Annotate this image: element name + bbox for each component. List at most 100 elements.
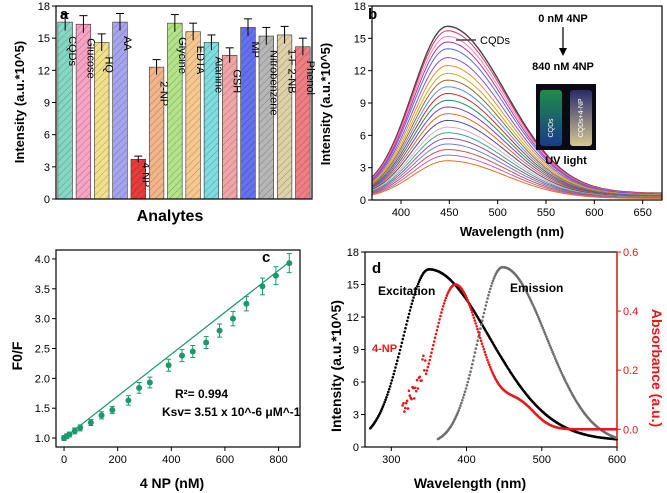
panel-b-xtick-label-4: 600	[585, 207, 603, 219]
panel-b-inset-caption: UV light	[545, 155, 587, 167]
emission-point	[461, 399, 464, 402]
excitation-point	[400, 341, 404, 345]
emission-point	[556, 363, 560, 367]
bar-label-5: 2-NP	[158, 81, 170, 106]
panel-d-ytick-right-label-0: 0.0	[623, 424, 638, 436]
emission-point	[456, 411, 460, 414]
absorbance-point	[403, 410, 406, 413]
absorbance-point	[443, 299, 447, 302]
absorbance-point	[423, 369, 426, 372]
emission-point	[559, 369, 562, 373]
emission-point	[483, 307, 487, 311]
emission-point	[462, 393, 466, 397]
emission-point	[536, 315, 540, 319]
emission-point	[534, 309, 537, 312]
emission-point	[487, 293, 490, 297]
excitation-point	[401, 337, 405, 341]
absorbance-point	[484, 353, 488, 357]
absorbance-point	[435, 328, 439, 332]
bar-hatch-10	[240, 27, 256, 200]
emission-point	[488, 290, 491, 294]
emission-point	[541, 326, 544, 330]
bar-hatch-13	[295, 46, 311, 199]
bar-label-1: Glucose	[84, 38, 96, 78]
panel-a-ytick-label-4: 12	[38, 65, 50, 77]
panel-d-xtick-label-1: 400	[457, 454, 475, 466]
panel-b-xtick-label-3: 550	[537, 207, 555, 219]
panel-d-xtick-label-3: 600	[608, 454, 626, 466]
excitation-point	[382, 403, 386, 406]
bar-hatch-9	[222, 55, 238, 200]
bar-label-11: Nitrobenzene	[267, 50, 279, 115]
bar-hatch-5	[149, 67, 164, 199]
emission-point	[469, 370, 472, 373]
panel-d-ytick-left-label-6: 18	[347, 247, 359, 259]
absorbance-point	[445, 294, 449, 297]
emission-curve-9	[371, 86, 662, 196]
absorbance-point	[404, 406, 407, 410]
excitation-point	[391, 376, 395, 379]
emission-point	[549, 346, 553, 350]
emission-point	[468, 373, 471, 377]
panel-b-ytick-label-3: 9	[360, 98, 366, 110]
panel-c-xlabel: 4 NP (nM)	[140, 475, 204, 491]
absorbance-point	[432, 343, 435, 347]
data-point-14	[203, 339, 210, 346]
absorbance-point	[431, 347, 434, 351]
emission-point	[466, 380, 470, 384]
panel-c-ytick-label-3: 2.5	[35, 344, 50, 356]
panel-b-arrow-head	[559, 48, 567, 56]
absorbance-point	[478, 333, 481, 337]
excitation-point	[378, 411, 382, 415]
absorbance-point	[476, 327, 479, 331]
emission-point	[539, 322, 543, 325]
absorbance-point	[471, 313, 475, 317]
vial-left-label: CQDs	[548, 118, 555, 138]
panel-d-axes: 0 3 6 9 12 15 18 0.0 0.2 0.4 0.6 300 400 500 600	[347, 247, 639, 466]
absorbance-point	[420, 379, 423, 382]
data-point-19	[272, 272, 279, 279]
bar-label-4: 4-NP	[139, 162, 151, 187]
emission-point	[484, 304, 488, 307]
absorbance-point	[414, 389, 418, 393]
panel-d-ylabel-left: Intensity (a.u.*10^5)	[328, 300, 344, 432]
emission-point	[554, 359, 558, 362]
excitation-point	[393, 369, 396, 373]
panel-d-xtick-label-0: 300	[382, 454, 400, 466]
emission-point	[479, 327, 482, 330]
excitation-point	[402, 334, 406, 337]
absorbance-point	[479, 339, 483, 343]
excitation-point	[403, 330, 406, 334]
panel-d-letter: d	[372, 260, 381, 277]
data-point-12	[179, 352, 186, 359]
panel-d-ytick-left-label-1: 3	[353, 410, 359, 422]
absorbance-point	[402, 401, 405, 405]
emission-point	[543, 330, 546, 334]
emission-point	[545, 335, 548, 338]
panel-c-ytick-label-1: 1.5	[35, 403, 50, 415]
emission-point	[547, 342, 551, 345]
emission-point	[470, 366, 473, 370]
emission-point	[486, 297, 489, 300]
emission-point	[551, 350, 554, 354]
panel-d-ytick-right-label-1: 0.2	[623, 365, 638, 377]
excitation-point	[404, 326, 407, 330]
absorbance-point	[482, 348, 486, 351]
emission-point	[560, 371, 563, 375]
absorbance-point	[441, 308, 444, 311]
data-point-18	[259, 283, 266, 290]
panel-a-ylabel: Intensity (a.u.*10^5)	[12, 41, 27, 163]
absorbance-point	[444, 296, 448, 300]
excitation-point	[415, 287, 418, 291]
excitation-point	[389, 382, 393, 385]
data-point-9	[136, 384, 143, 391]
excitation-point	[395, 362, 398, 366]
absorbance-point	[465, 296, 469, 300]
absorbance-point	[485, 356, 488, 359]
vial-right-label: CQDs+4-NP	[578, 98, 585, 137]
panel-c-xtick-label-4: 800	[269, 454, 287, 466]
panel-d-label-excitation: Excitation	[378, 284, 435, 298]
emission-point	[457, 409, 461, 412]
emission-point	[555, 361, 559, 365]
emission-point	[615, 436, 618, 440]
